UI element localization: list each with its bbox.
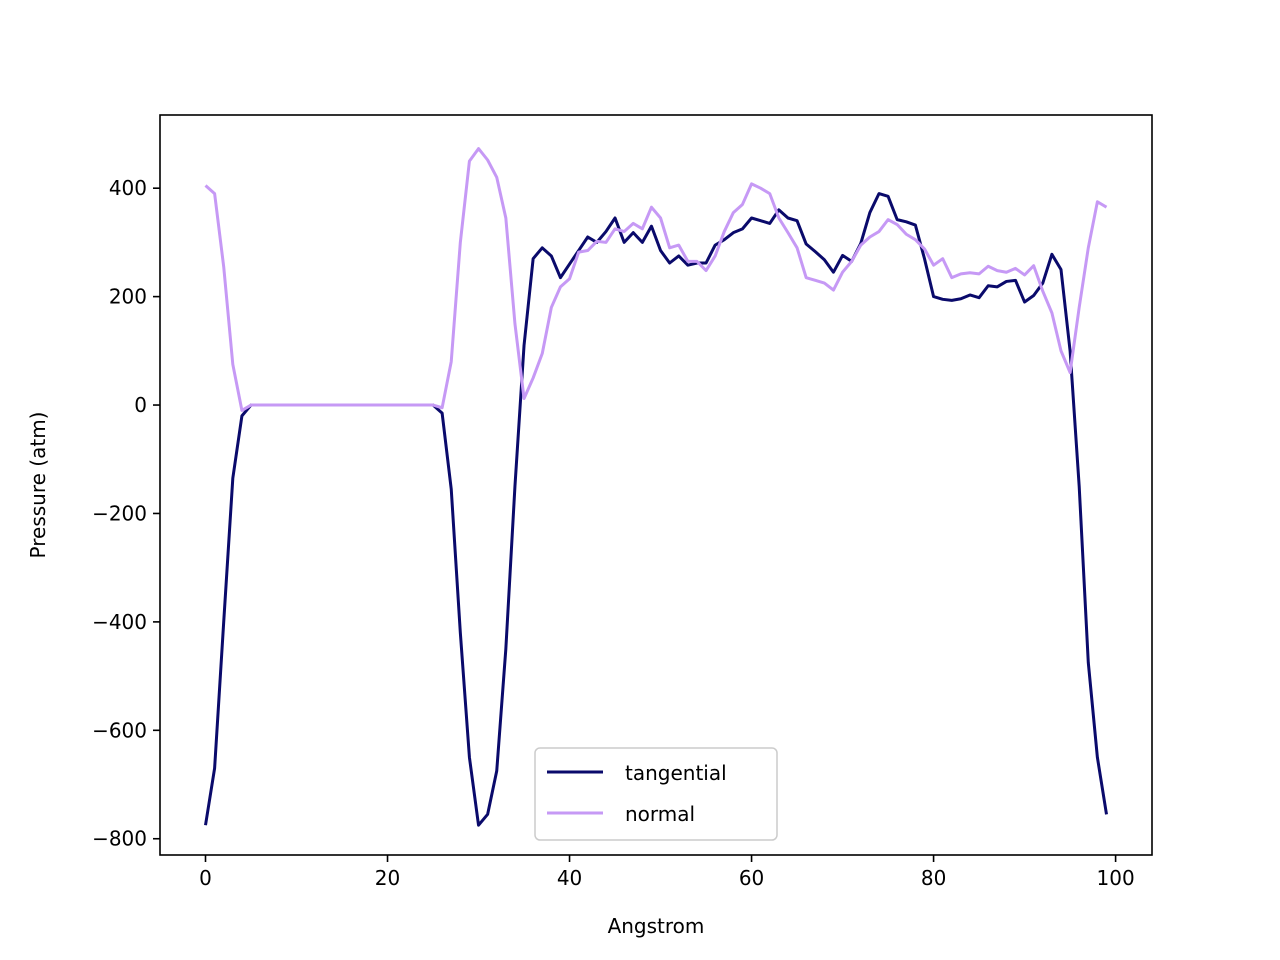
- x-tick-label: 40: [557, 866, 582, 890]
- series-layer: [204, 147, 1108, 827]
- x-tick-label: 80: [921, 866, 946, 890]
- y-axis: −800 −600 −400 −200 0 200 400: [92, 176, 160, 851]
- y-tick-label: 0: [134, 393, 147, 417]
- y-tick-label: −800: [92, 827, 147, 851]
- plot-frame: [159, 114, 1153, 856]
- legend-label-tangential: tangential: [625, 761, 727, 785]
- y-axis-label: Pressure (atm): [26, 412, 50, 559]
- x-axis-label: Angstrom: [608, 914, 705, 938]
- x-tick-label: 0: [199, 866, 212, 890]
- y-tick-label: 200: [109, 285, 147, 309]
- x-axis: 0 20 40 60 80 100: [199, 855, 1135, 890]
- x-tick-label: 60: [739, 866, 764, 890]
- x-tick-label: 20: [375, 866, 400, 890]
- x-tick-label: 100: [1097, 866, 1135, 890]
- y-tick-label: −400: [92, 610, 147, 634]
- y-tick-label: −600: [92, 718, 147, 742]
- legend: tangential normal: [534, 747, 778, 841]
- series-line-normal: [204, 147, 1108, 412]
- legend-label-normal: normal: [625, 802, 695, 826]
- y-tick-label: 400: [109, 176, 147, 200]
- y-tick-label: −200: [92, 501, 147, 525]
